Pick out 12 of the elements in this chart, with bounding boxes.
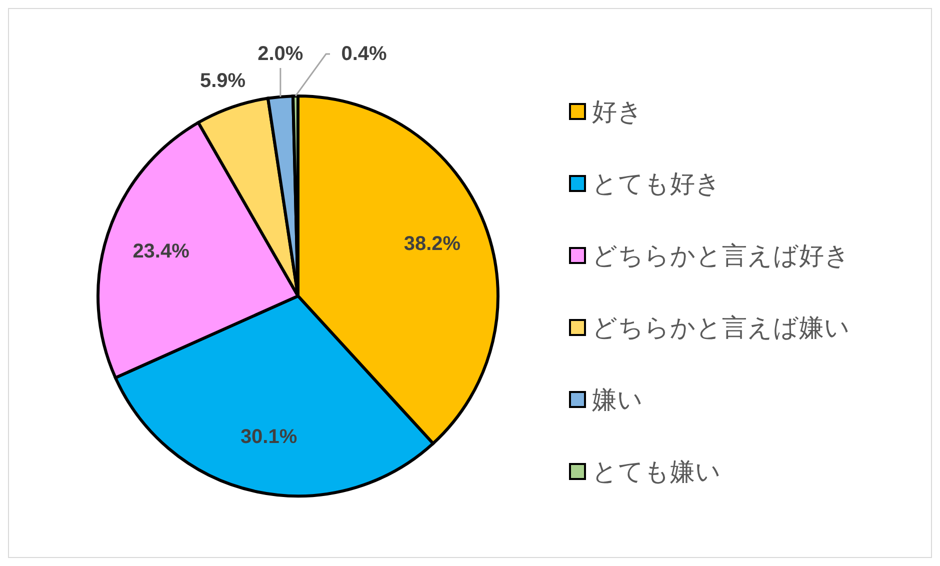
data-label: 5.9% — [200, 70, 246, 92]
legend-label: どちらかと言えば好き — [592, 240, 850, 272]
data-label: 2.0% — [258, 43, 304, 65]
data-label: 38.2% — [404, 232, 461, 255]
legend-label: とても好き — [592, 168, 721, 200]
data-label: 30.1% — [240, 426, 298, 448]
legend-label: 好き — [592, 96, 643, 128]
legend-label: とても嫌い — [592, 456, 721, 488]
legend-label: 嫌い — [592, 384, 643, 416]
legend-label: どちらかと言えば嫌い — [592, 312, 850, 344]
data-label: 0.4% — [341, 43, 388, 65]
data-label: 23.4% — [132, 240, 190, 262]
